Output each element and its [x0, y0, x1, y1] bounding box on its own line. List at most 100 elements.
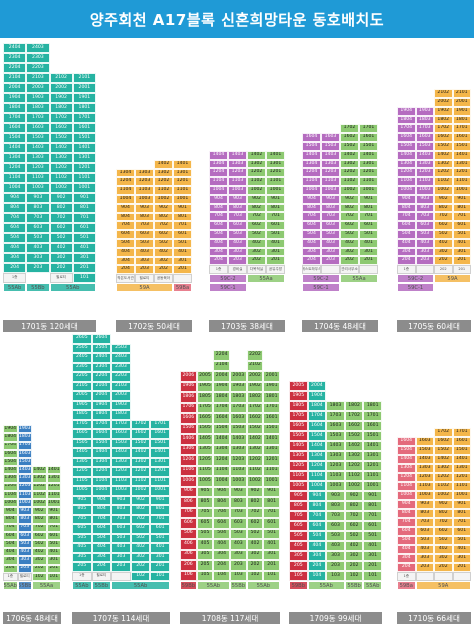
unit-cell[interactable]: 403	[111, 543, 131, 553]
unit-cell[interactable]: 602	[130, 524, 151, 534]
unit-cell[interactable]: 404	[3, 548, 18, 557]
unit-cell[interactable]: 204	[91, 562, 112, 572]
unit-cell[interactable]: 1501	[150, 438, 170, 448]
unit-cell[interactable]: 703	[415, 518, 434, 527]
unit-cell[interactable]: 903	[230, 486, 247, 497]
unit-cell[interactable]: 1601	[263, 413, 280, 424]
unit-cell[interactable]: 504	[91, 533, 112, 543]
unit-cell[interactable]: 1603	[111, 429, 131, 439]
unit-cell[interactable]: 705	[196, 507, 214, 518]
unit-cell[interactable]: 502	[246, 528, 264, 539]
unit-cell[interactable]: 502	[434, 230, 453, 239]
unit-cell[interactable]: 1706	[180, 402, 197, 413]
unit-cell[interactable]: 901	[46, 507, 61, 516]
unit-cell[interactable]: 2604	[91, 334, 112, 344]
unit-cell[interactable]: 1603	[415, 437, 434, 446]
unit-cell[interactable]: 1703	[17, 441, 32, 450]
unit-cell[interactable]: 904	[3, 507, 18, 516]
unit-cell[interactable]: 1903	[415, 106, 434, 116]
unit-cell[interactable]: 1401	[452, 455, 471, 464]
unit-cell[interactable]: 1001	[452, 491, 471, 500]
unit-cell[interactable]: 1204	[116, 177, 135, 187]
unit-cell[interactable]: 2004	[213, 371, 230, 382]
unit-cell[interactable]: 1102	[246, 465, 264, 476]
unit-cell[interactable]: 303	[415, 554, 434, 563]
unit-cell[interactable]: 1001	[452, 186, 471, 195]
unit-cell[interactable]: 102	[32, 572, 47, 581]
unit-cell[interactable]: 203	[17, 564, 32, 573]
unit-cell[interactable]: 503	[17, 540, 32, 549]
unit-cell[interactable]: 1104	[302, 177, 321, 186]
unit-cell[interactable]: 1102	[32, 490, 47, 499]
unit-cell[interactable]: 1101	[46, 490, 61, 499]
unit-cell[interactable]: 2305	[72, 362, 92, 372]
unit-cell[interactable]: 701	[452, 212, 471, 222]
unit-cell[interactable]: 1201	[363, 461, 382, 471]
unit-cell[interactable]: 604	[116, 230, 135, 239]
unit-cell[interactable]: 2003	[230, 371, 247, 382]
unit-cell[interactable]: 101	[150, 571, 170, 581]
unit-cell[interactable]: 801	[363, 501, 382, 511]
unit-cell[interactable]: 805	[72, 505, 92, 515]
unit-cell[interactable]: 401	[46, 548, 61, 557]
unit-cell[interactable]: 1304	[91, 457, 112, 467]
unit-cell[interactable]: 502	[340, 230, 359, 239]
unit-cell[interactable]: 903	[326, 491, 345, 501]
unit-cell[interactable]: 1004	[209, 186, 228, 195]
unit-cell[interactable]: 101	[72, 273, 96, 283]
unit-cell[interactable]: 1402	[49, 143, 73, 153]
unit-cell[interactable]: 1303	[17, 474, 32, 483]
unit-cell[interactable]: 1203	[321, 168, 340, 178]
unit-cell[interactable]: 1703	[26, 113, 50, 123]
unit-cell[interactable]: 1201	[452, 473, 471, 482]
unit-cell[interactable]: 504	[397, 230, 416, 239]
unit-cell[interactable]: 1401	[363, 441, 382, 451]
unit-cell[interactable]: 1004	[3, 183, 27, 193]
unit-cell[interactable]: 203	[415, 256, 434, 266]
unit-cell[interactable]: 2103	[26, 73, 50, 83]
unit-cell[interactable]: 403	[326, 541, 345, 551]
unit-cell[interactable]: 603	[17, 531, 32, 540]
unit-cell[interactable]: 1203	[230, 455, 247, 466]
unit-cell[interactable]: 905	[72, 495, 92, 505]
unit-cell[interactable]: 1103	[326, 471, 345, 481]
unit-cell[interactable]: 1103	[228, 177, 247, 186]
unit-cell[interactable]: 205	[289, 561, 308, 571]
unit-cell[interactable]: 1805	[72, 410, 92, 420]
unit-cell[interactable]: 1305	[72, 457, 92, 467]
unit-cell[interactable]: 404	[397, 545, 416, 554]
unit-cell[interactable]: 2403	[111, 353, 131, 363]
unit-cell[interactable]: 105	[289, 571, 308, 581]
unit-cell[interactable]: 1204	[91, 467, 112, 477]
unit-cell[interactable]: 1002	[49, 183, 73, 193]
unit-cell[interactable]: 1804	[91, 410, 112, 420]
unit-cell[interactable]: 1204	[397, 473, 416, 482]
unit-cell[interactable]: 1006	[180, 476, 197, 487]
unit-cell[interactable]: 303	[228, 247, 247, 257]
unit-cell[interactable]: 904	[397, 500, 416, 509]
unit-cell[interactable]: 1404	[3, 466, 18, 475]
unit-cell[interactable]: 1705	[72, 419, 92, 429]
unit-cell[interactable]: 1604	[397, 437, 416, 446]
unit-cell[interactable]: 1602	[340, 133, 359, 142]
unit-cell[interactable]: 1204	[3, 482, 18, 491]
unit-cell[interactable]: 1701	[150, 419, 170, 429]
unit-cell[interactable]: 401	[452, 545, 471, 554]
unit-cell[interactable]: 2105	[72, 381, 92, 391]
unit-cell[interactable]: 701	[359, 212, 378, 222]
unit-cell[interactable]: 903	[321, 194, 340, 204]
unit-cell[interactable]: 1403	[415, 455, 434, 464]
unit-cell[interactable]: 501	[173, 239, 192, 248]
unit-cell[interactable]: 301	[452, 554, 471, 563]
unit-cell[interactable]: 706	[180, 507, 197, 518]
unit-cell[interactable]: 601	[452, 221, 471, 230]
unit-cell[interactable]: 902	[344, 491, 364, 501]
unit-cell[interactable]: 904	[91, 495, 112, 505]
unit-cell[interactable]: 2005	[289, 381, 308, 391]
unit-cell[interactable]: 1205	[289, 461, 308, 471]
unit-cell[interactable]: 901	[363, 491, 382, 501]
unit-cell[interactable]: 803	[228, 203, 247, 213]
unit-cell[interactable]: 1404	[307, 441, 327, 451]
unit-cell[interactable]: 1204	[397, 168, 416, 178]
unit-cell[interactable]: 503	[230, 528, 247, 539]
